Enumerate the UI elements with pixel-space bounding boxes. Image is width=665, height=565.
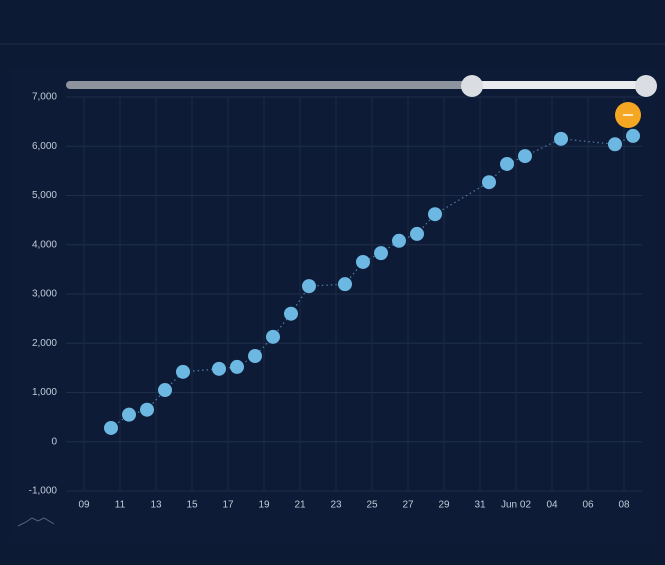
x-tick-label: 06 xyxy=(582,500,594,511)
point xyxy=(248,349,262,364)
point xyxy=(374,246,388,261)
point xyxy=(518,149,532,164)
point xyxy=(392,233,406,248)
point xyxy=(356,254,370,269)
x-tick-label: 31 xyxy=(474,500,486,511)
slider-handle[interactable] xyxy=(635,75,657,97)
x-tick-label: 08 xyxy=(618,500,630,511)
point xyxy=(500,156,514,171)
range-slider[interactable] xyxy=(66,75,657,97)
point xyxy=(176,364,190,379)
x-tick-label: 23 xyxy=(330,500,342,511)
slider-track-left xyxy=(66,81,474,89)
x-tick-label: 04 xyxy=(546,500,558,511)
point xyxy=(428,207,442,222)
zoom-out-button[interactable] xyxy=(615,102,641,128)
x-tick-label: 09 xyxy=(78,500,90,511)
y-tick-label: 3,000 xyxy=(32,289,57,300)
point xyxy=(410,226,424,241)
x-tick-label: 21 xyxy=(294,500,306,511)
point xyxy=(104,420,118,435)
x-tick-label: 19 xyxy=(258,500,270,511)
point xyxy=(338,277,352,292)
point xyxy=(266,329,280,344)
point xyxy=(212,361,226,376)
point xyxy=(608,137,622,152)
point xyxy=(122,407,136,422)
x-tick-label: 29 xyxy=(438,500,450,511)
point xyxy=(482,175,496,190)
x-tick-label: 27 xyxy=(402,500,414,511)
x-tick-label: Jun 02 xyxy=(501,500,531,511)
point xyxy=(302,279,316,294)
point xyxy=(626,128,640,143)
navigator-icon xyxy=(17,517,55,527)
x-tick-label: 17 xyxy=(222,500,234,511)
x-tick-label: 15 xyxy=(186,500,198,511)
y-tick-label: 2,000 xyxy=(32,338,57,349)
y-tick-label: 4,000 xyxy=(32,239,57,250)
point xyxy=(158,383,172,398)
y-tick-label: 5,000 xyxy=(32,190,57,201)
x-tick-label: 11 xyxy=(115,500,126,511)
x-tick-label: 25 xyxy=(366,500,378,511)
y-tick-label: -1,000 xyxy=(29,486,58,497)
point xyxy=(230,359,244,374)
slider-track-right xyxy=(472,81,647,89)
y-tick-label: 6,000 xyxy=(32,141,57,152)
x-tick-label: 13 xyxy=(150,500,162,511)
slider-handle[interactable] xyxy=(461,75,483,97)
point xyxy=(140,402,154,417)
marks xyxy=(104,128,640,435)
y-tick-label: 1,000 xyxy=(32,387,57,398)
y-tick-label: 0 xyxy=(51,436,57,447)
point xyxy=(554,131,568,146)
plot-panel xyxy=(10,68,655,543)
y-tick-label: 7,000 xyxy=(32,92,57,103)
point xyxy=(284,306,298,321)
